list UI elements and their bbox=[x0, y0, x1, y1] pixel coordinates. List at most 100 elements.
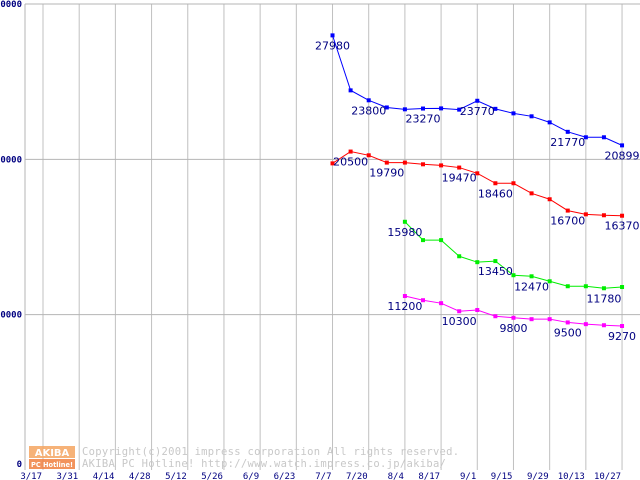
y-tick-label: 30000 bbox=[0, 0, 22, 10]
data-labels: 27980 23800 23270 23770 21770 20899 2050019790… bbox=[315, 39, 640, 343]
series-lines bbox=[330, 33, 625, 329]
akiba-logo-top bbox=[29, 446, 75, 458]
data-point-blue bbox=[439, 106, 444, 111]
data-point-magenta bbox=[601, 323, 606, 328]
x-tick-label: 5/12 bbox=[165, 472, 187, 480]
y-axis: 0 10000 20000 30000 bbox=[0, 0, 22, 470]
data-point-green bbox=[511, 273, 516, 278]
data-point-magenta bbox=[529, 317, 534, 322]
data-point-blue bbox=[493, 106, 498, 111]
data-label: 23800 bbox=[351, 104, 386, 117]
data-point-red bbox=[402, 160, 407, 165]
y-tick-label: 0 bbox=[17, 460, 22, 470]
data-point-green bbox=[547, 279, 552, 284]
data-label: 23770 bbox=[460, 105, 495, 118]
data-point-green bbox=[565, 284, 570, 289]
data-point-blue bbox=[547, 120, 552, 125]
data-label: 19470 bbox=[442, 172, 477, 185]
data-point-blue bbox=[601, 135, 606, 140]
data-point-red bbox=[511, 181, 516, 186]
x-tick-label: 8/17 bbox=[418, 472, 440, 480]
data-label: 21770 bbox=[550, 136, 585, 149]
data-label: 9270 bbox=[608, 330, 636, 343]
watermark: AKIBA PC Hotline! Copyright(c)2001 impre… bbox=[29, 446, 459, 470]
data-point-magenta bbox=[620, 324, 625, 329]
data-point-red bbox=[475, 171, 480, 176]
site-url-text: AKIBA PC Hotline! http://www.watch.impre… bbox=[82, 458, 446, 470]
data-point-red bbox=[330, 161, 335, 166]
x-tick-label: 9/29 bbox=[527, 472, 549, 480]
x-tick-label: 7/7 bbox=[315, 472, 331, 480]
data-point-blue bbox=[583, 135, 588, 140]
data-point-blue bbox=[348, 88, 353, 93]
data-point-blue bbox=[330, 33, 335, 38]
akiba-logo-text: AKIBA bbox=[35, 448, 70, 459]
data-point-blue bbox=[511, 111, 516, 116]
data-label: 12470 bbox=[514, 280, 549, 293]
data-point-red bbox=[620, 213, 625, 218]
data-point-blue bbox=[565, 129, 570, 134]
x-tick-label: 6/9 bbox=[243, 472, 259, 480]
data-label: 11200 bbox=[387, 300, 422, 313]
x-tick-label: 7/20 bbox=[346, 472, 368, 480]
data-label: 27980 bbox=[315, 39, 350, 52]
x-tick-label: 9/15 bbox=[491, 472, 513, 480]
data-point-green bbox=[420, 238, 425, 243]
data-label: 9800 bbox=[499, 322, 527, 335]
data-point-magenta bbox=[511, 315, 516, 320]
data-point-magenta bbox=[475, 308, 480, 313]
x-tick-label: 6/23 bbox=[274, 472, 296, 480]
data-point-blue bbox=[402, 107, 407, 112]
data-point-red bbox=[547, 197, 552, 202]
data-point-red bbox=[439, 163, 444, 168]
data-label: 23270 bbox=[405, 113, 440, 126]
data-point-red bbox=[366, 153, 371, 158]
data-point-green bbox=[493, 259, 498, 264]
data-point-magenta bbox=[547, 317, 552, 322]
grid bbox=[24, 3, 640, 470]
data-label: 19790 bbox=[369, 167, 404, 180]
data-label: 15980 bbox=[387, 226, 422, 239]
data-point-magenta bbox=[420, 298, 425, 303]
x-tick-label: 8/4 bbox=[388, 472, 404, 480]
data-point-magenta bbox=[457, 309, 462, 314]
data-point-blue bbox=[620, 143, 625, 148]
x-tick-label: 4/28 bbox=[129, 472, 151, 480]
data-point-green bbox=[583, 284, 588, 289]
x-tick-label: 10/27 bbox=[594, 472, 621, 480]
pc-hotline-logo-text: PC Hotline! bbox=[31, 461, 73, 469]
data-label: 9500 bbox=[554, 326, 582, 339]
data-point-red bbox=[420, 162, 425, 167]
data-point-red bbox=[601, 213, 606, 218]
x-tick-label: 3/17 bbox=[20, 472, 42, 480]
data-point-green bbox=[475, 260, 480, 265]
data-label: 11780 bbox=[586, 292, 621, 305]
data-point-blue bbox=[475, 98, 480, 103]
x-tick-label: 10/13 bbox=[558, 472, 585, 480]
data-point-magenta bbox=[583, 322, 588, 327]
data-point-magenta bbox=[493, 314, 498, 319]
data-label: 10300 bbox=[442, 315, 477, 328]
x-tick-label: 5/26 bbox=[201, 472, 223, 480]
akiba-logo-bottom bbox=[29, 459, 75, 469]
data-point-green bbox=[529, 274, 534, 279]
data-point-red bbox=[384, 160, 389, 165]
data-point-magenta bbox=[402, 294, 407, 299]
x-tick-label: 9/1 bbox=[460, 472, 476, 480]
data-point-magenta bbox=[565, 320, 570, 325]
data-point-red bbox=[565, 208, 570, 213]
data-point-green bbox=[457, 254, 462, 259]
copyright-text: Copyright(c)2001 impress corporation All… bbox=[82, 446, 459, 458]
data-point-green bbox=[402, 219, 407, 224]
data-point-red bbox=[583, 212, 588, 217]
data-point-red bbox=[348, 149, 353, 154]
data-point-red bbox=[457, 165, 462, 170]
data-point-red bbox=[493, 181, 498, 186]
data-point-green bbox=[601, 286, 606, 291]
data-point-green bbox=[620, 285, 625, 290]
data-point-magenta bbox=[439, 301, 444, 306]
data-label: 18460 bbox=[478, 187, 513, 200]
data-point-blue bbox=[420, 106, 425, 111]
y-tick-label: 20000 bbox=[0, 155, 22, 165]
data-label: 16370 bbox=[605, 220, 640, 233]
